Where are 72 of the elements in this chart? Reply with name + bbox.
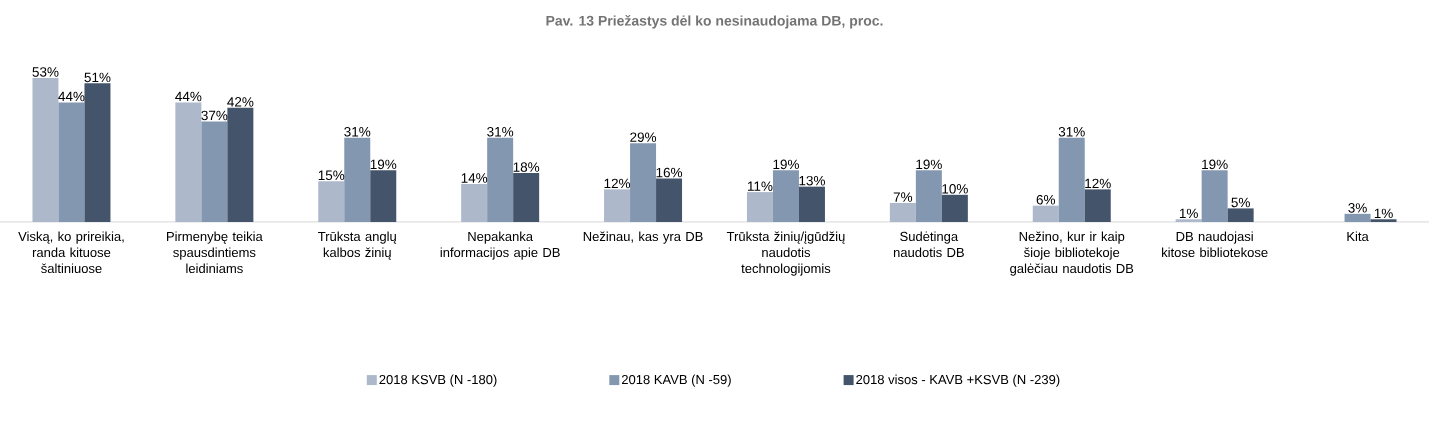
bar	[1344, 213, 1371, 222]
x-tick-label: Pirmenybę teikia spausdintiems leidiniams	[167, 231, 263, 274]
legend-label: 2018 visos - KAVB +KSVB (N -239)	[856, 374, 1060, 387]
bar	[1201, 170, 1228, 222]
bar	[915, 170, 942, 222]
data-label: 53%	[32, 67, 59, 77]
x-tick-label: Nežinau, kas yra DB	[583, 231, 703, 244]
x-tick-label: DB naudojasi kitose bibliotekose	[1162, 231, 1268, 258]
chart-title: Pav. 13 Priežastys dėl ko nesinaudojama DB, proc.	[546, 15, 883, 29]
x-tick-label: Nepakanka informacijos apie DB	[440, 231, 560, 260]
x-tick-label: Kita	[1347, 231, 1369, 242]
bar	[32, 77, 59, 222]
bar	[1058, 137, 1085, 222]
data-label: 3%	[1348, 203, 1367, 213]
bar	[1175, 219, 1202, 222]
data-label: 37%	[201, 110, 228, 121]
bar	[1370, 219, 1397, 222]
data-label: 31%	[1058, 126, 1085, 137]
data-label: 51%	[84, 72, 111, 83]
x-tick-label: Viską, ko prireikia, randa kituose šaltiniuose	[18, 231, 124, 274]
bar	[1032, 205, 1059, 222]
data-label: 5%	[1231, 197, 1250, 208]
data-label: 11%	[747, 181, 773, 191]
data-label: 7%	[893, 192, 913, 202]
bar	[941, 194, 968, 222]
data-label: 1%	[1179, 208, 1198, 219]
data-label: 44%	[175, 91, 202, 102]
data-label: 10%	[942, 184, 968, 194]
bar	[513, 173, 540, 222]
bar	[630, 143, 657, 222]
x-tick-label: Sudėtinga naudotis DB	[893, 231, 964, 258]
data-label: 31%	[487, 126, 514, 137]
data-label: 18%	[513, 162, 540, 172]
x-tick-label: Trūksta anglų kalbos žinių	[318, 231, 397, 260]
bar	[1227, 208, 1254, 222]
data-label: 31%	[344, 126, 371, 137]
bar	[370, 170, 397, 222]
bar	[656, 178, 683, 222]
bar	[227, 107, 254, 222]
bar	[58, 102, 85, 222]
data-label: 19%	[1202, 159, 1228, 170]
data-label: 44%	[58, 91, 85, 102]
data-label: 42%	[227, 97, 254, 107]
data-label: 29%	[630, 132, 657, 142]
legend-label: 2018 KSVB (N -180)	[379, 374, 497, 387]
data-label: 19%	[370, 159, 397, 170]
data-label: 12%	[1085, 178, 1111, 189]
bar	[84, 83, 111, 222]
bar	[746, 192, 773, 222]
data-label: 12%	[604, 178, 631, 189]
data-label: 15%	[318, 170, 345, 181]
bar	[201, 121, 228, 222]
bar	[798, 186, 825, 222]
data-label: 1%	[1374, 208, 1393, 219]
bar	[175, 102, 202, 222]
bar	[604, 189, 631, 222]
bar	[318, 181, 345, 222]
data-label: 19%	[773, 159, 799, 170]
x-tick-label: Nežino, kur ir kaip šioje bibliotekoje galėčiau naudotis DB	[1010, 231, 1134, 276]
data-label: 19%	[916, 159, 942, 170]
bar	[461, 183, 488, 222]
data-label: 13%	[799, 175, 825, 186]
bar	[344, 137, 371, 222]
bar	[1084, 189, 1111, 222]
x-tick-label: Trūksta žinių/įgūdžių naudotis technologijomis	[726, 231, 845, 276]
bar	[772, 170, 799, 222]
bar	[487, 137, 514, 222]
data-label: 6%	[1036, 194, 1056, 205]
bar	[889, 202, 916, 222]
data-label: 14%	[461, 173, 488, 183]
data-label: 16%	[656, 167, 683, 178]
legend-label: 2018 KAVB (N -59)	[621, 374, 731, 387]
